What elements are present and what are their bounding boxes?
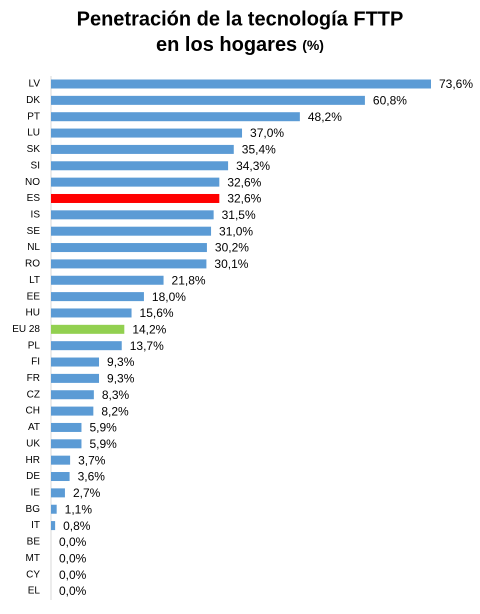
bar (51, 259, 207, 269)
bar (51, 177, 220, 187)
y-tick-label: SI (31, 160, 40, 171)
y-tick-label: LT (29, 275, 40, 286)
data-label: 48,2% (308, 110, 342, 124)
y-tick-label: ES (27, 193, 41, 204)
data-label: 13,7% (130, 339, 164, 353)
data-label: 31,0% (219, 224, 253, 238)
y-tick-label: UK (26, 438, 40, 449)
y-tick-label: CY (26, 569, 40, 580)
data-label: 5,9% (89, 421, 117, 435)
data-label: 0,8% (63, 519, 91, 533)
data-label: 21,8% (172, 273, 206, 287)
y-tick-label: CZ (27, 389, 40, 400)
bar (51, 504, 57, 514)
y-tick-label: NO (25, 177, 40, 188)
y-tick-label: DK (26, 95, 40, 106)
data-label: 32,6% (227, 192, 261, 206)
data-label: 5,9% (89, 437, 117, 451)
y-tick-label: IT (31, 520, 40, 531)
data-label: 9,3% (107, 355, 135, 369)
y-tick-label: EL (28, 586, 41, 597)
y-tick-label: MT (26, 553, 40, 564)
bar (51, 193, 220, 203)
y-tick-label: DE (26, 471, 40, 482)
data-label: 3,6% (78, 470, 106, 484)
data-label: 8,3% (102, 388, 130, 402)
bar (51, 357, 100, 367)
data-label: 0,0% (59, 584, 87, 598)
bar (51, 112, 300, 122)
data-label: 0,0% (59, 568, 87, 582)
data-label: 0,0% (59, 551, 87, 565)
y-tick-label: FI (31, 357, 40, 368)
y-tick-label: SK (27, 144, 41, 155)
bar (51, 488, 65, 498)
bar (51, 144, 234, 154)
data-label: 34,3% (236, 159, 270, 173)
y-tick-label: AT (28, 422, 40, 433)
bar (51, 439, 82, 449)
y-tick-label: LV (29, 79, 41, 90)
bar (51, 128, 243, 138)
bar (51, 341, 122, 351)
y-tick-label: CH (26, 406, 40, 417)
data-label: 30,2% (215, 241, 249, 255)
bar (51, 455, 71, 465)
chart-title: en los hogares (%) (156, 34, 324, 56)
data-label: 9,3% (107, 372, 135, 386)
bar (51, 390, 94, 400)
data-label: 1,1% (65, 502, 93, 516)
y-tick-label: RO (25, 259, 40, 270)
y-tick-label: LU (27, 128, 40, 139)
data-label: 15,6% (140, 306, 174, 320)
bar (51, 226, 212, 236)
chart-title: Penetración de la tecnología FTTP (77, 8, 404, 30)
bar (51, 521, 56, 531)
data-label: 2,7% (73, 486, 101, 500)
data-label: 30,1% (214, 257, 248, 271)
bar (51, 210, 214, 220)
data-label: 0,0% (59, 535, 87, 549)
bar (51, 406, 94, 416)
data-label: 18,0% (152, 290, 186, 304)
y-tick-label: HR (26, 455, 40, 466)
data-label: 37,0% (250, 126, 284, 140)
y-tick-label: IE (31, 488, 41, 499)
y-tick-label: HU (26, 308, 40, 319)
y-tick-label: PT (27, 111, 40, 122)
data-label: 73,6% (439, 77, 473, 91)
data-label: 14,2% (132, 322, 166, 336)
data-label: 35,4% (242, 143, 276, 157)
bar (51, 275, 164, 285)
bar (51, 243, 207, 253)
y-tick-label: SE (27, 226, 41, 237)
y-tick-label: FR (27, 373, 40, 384)
bar (51, 422, 82, 432)
y-tick-label: NL (27, 242, 40, 253)
bar (51, 373, 100, 383)
data-label: 60,8% (373, 94, 407, 108)
bar (51, 472, 70, 482)
title-unit: (%) (302, 37, 324, 53)
y-tick-label: PL (28, 340, 41, 351)
data-label: 8,2% (101, 404, 129, 418)
y-tick-label: EE (27, 291, 41, 302)
y-tick-label: EU 28 (12, 324, 40, 335)
y-tick-label: BE (27, 537, 41, 548)
data-label: 31,5% (222, 208, 256, 222)
data-label: 3,7% (78, 453, 106, 467)
bar (51, 79, 431, 89)
bar (51, 324, 125, 334)
y-tick-label: IS (31, 209, 41, 220)
bar (51, 161, 229, 171)
bar (51, 292, 144, 302)
title-line: en los hogares (156, 34, 297, 56)
bar (51, 95, 365, 105)
y-tick-label: BG (26, 504, 41, 515)
data-label: 32,6% (227, 175, 261, 189)
bar (51, 308, 132, 318)
